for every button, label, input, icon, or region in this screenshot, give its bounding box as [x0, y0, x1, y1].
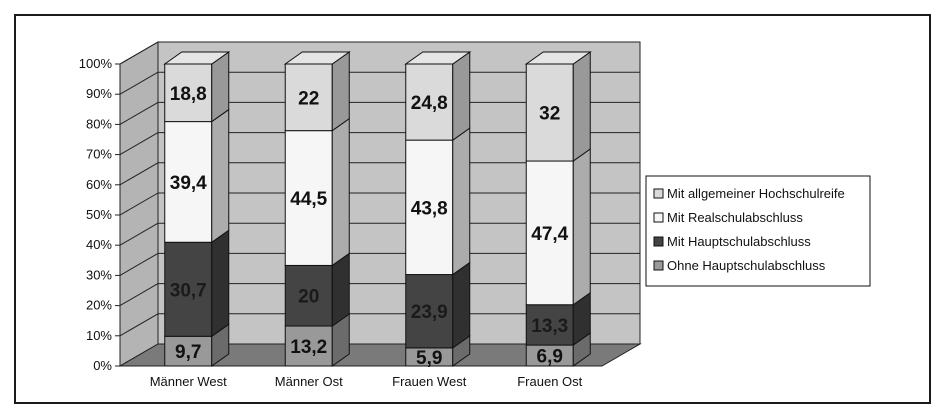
data-label: 39,4 [170, 173, 207, 194]
bar-segment-side [331, 51, 350, 132]
bar-segment-top [283, 51, 351, 65]
bar-segment-side [331, 117, 350, 267]
y-tick-label: 80% [86, 116, 112, 131]
bar-segment-side [211, 229, 230, 338]
legend-swatch [653, 212, 664, 223]
data-label: 44,5 [290, 189, 327, 210]
data-label: 22 [298, 88, 319, 109]
gridline-side [119, 101, 159, 125]
data-label: 23,9 [411, 302, 448, 323]
bar-segment-top [404, 51, 472, 65]
data-label: 18,8 [170, 84, 207, 105]
bar-segment-front [284, 130, 333, 266]
bar-segment-front [164, 335, 213, 367]
gridline-side [119, 283, 159, 307]
data-label: 43,8 [411, 198, 448, 219]
bar-segment-side [452, 261, 471, 349]
y-tick-label: 60% [86, 177, 112, 192]
data-label: 20 [298, 287, 319, 308]
x-tick-label: Männer West [150, 374, 227, 389]
x-tick-label: Frauen West [392, 374, 467, 389]
data-label: 5,9 [416, 348, 442, 369]
bar-segment-side [572, 148, 591, 306]
gridline-side [119, 192, 159, 216]
x-tick-label: Frauen Ost [517, 374, 582, 389]
legend-label: Mit allgemeiner Hochschulreife [667, 186, 845, 201]
legend-swatch [653, 236, 664, 247]
y-tick-label: 50% [86, 207, 112, 222]
bar-segment-top [163, 51, 231, 65]
legend-swatch [653, 260, 664, 271]
gridline-side [119, 41, 159, 65]
data-label: 47,4 [531, 224, 568, 245]
bar-segment-top [524, 51, 592, 65]
data-label: 32 [539, 104, 560, 125]
y-tick-label: 20% [86, 298, 112, 313]
x-tick-label: Männer Ost [275, 374, 343, 389]
data-label: 13,2 [290, 337, 327, 358]
legend-swatch [653, 188, 664, 199]
gridline-side [119, 132, 159, 156]
data-label: 24,8 [411, 93, 448, 114]
gridline-side [119, 252, 159, 276]
y-tick-label: 30% [86, 267, 112, 282]
bar-segment-front [405, 139, 454, 276]
bar-segment-side [331, 252, 350, 327]
bar-segment-side [211, 108, 230, 244]
legend-label: Mit Hauptschulabschluss [667, 234, 811, 249]
gridline-side [119, 222, 159, 246]
data-label: 13,3 [531, 316, 568, 337]
y-tick-label: 70% [86, 147, 112, 162]
bar-segment-side [452, 127, 471, 276]
bar-segment-side [572, 51, 591, 162]
bar-segment-front [284, 63, 333, 132]
legend-label: Ohne Hauptschulabschluss [667, 258, 826, 273]
legend-box [645, 175, 871, 287]
gridline-side [119, 313, 159, 337]
data-label: 30,7 [170, 280, 207, 301]
bar-segment-side [452, 51, 471, 142]
y-tick-label: 40% [86, 237, 112, 252]
bar-segment-front [525, 160, 574, 306]
legend-label: Mit Realschulabschluss [667, 210, 803, 225]
gridline-side [119, 162, 159, 186]
gridline-side [119, 71, 159, 95]
data-label: 9,7 [175, 342, 201, 363]
y-tick-label: 0% [93, 358, 112, 373]
data-label: 6,9 [537, 347, 563, 368]
y-tick-label: 90% [86, 86, 112, 101]
y-tick-label: 10% [86, 328, 112, 343]
y-tick-label: 100% [79, 56, 113, 71]
bar-segment-front [284, 264, 333, 327]
